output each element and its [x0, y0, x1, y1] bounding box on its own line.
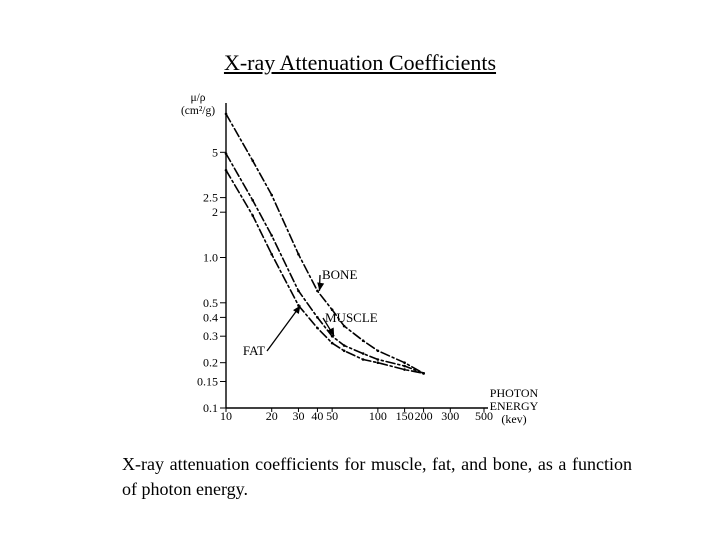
y-tick-label: 2 [212, 205, 218, 219]
x-tick-label: 150 [396, 409, 414, 423]
x-tick-label: 40 [311, 409, 323, 423]
x-tick-label: 10 [220, 409, 232, 423]
data-point-fat [270, 253, 274, 256]
data-point-muscle [316, 316, 319, 319]
data-point-bone [224, 112, 228, 116]
annotation-bone-arrowhead [317, 282, 325, 291]
x-axis-label-line1: PHOTON [489, 386, 539, 400]
data-point-muscle [330, 334, 334, 338]
x-tick-label: 20 [266, 409, 278, 423]
series-line-muscle [225, 152, 425, 375]
annotation-fat-arrowhead [293, 305, 301, 315]
y-tick-label: 0.4 [203, 310, 218, 324]
annotation-muscle-label: MUSCLE [325, 310, 378, 325]
y-axis-label-line2: (cm²/g) [180, 105, 216, 117]
x-tick-label: 30 [292, 409, 304, 423]
y-tick-label: 0.15 [197, 374, 218, 388]
data-point-bone [297, 253, 300, 256]
data-point-fat [422, 372, 425, 375]
data-point-muscle [270, 234, 274, 237]
data-point-fat [403, 368, 406, 371]
x-axis-label: PHOTON ENERGY (kev) [484, 387, 544, 426]
data-point-fat [224, 168, 228, 172]
series-line-bone [225, 113, 425, 375]
data-point-muscle [403, 364, 406, 368]
data-point-fat [330, 341, 334, 345]
annotation-muscle-arrowhead [327, 327, 335, 337]
x-tick-label: 100 [369, 409, 387, 423]
y-tick-label: 2.5 [203, 191, 218, 205]
data-point-fat [376, 361, 380, 364]
data-point-fat [361, 358, 365, 361]
data-point-bone [251, 159, 255, 162]
data-point-fat [297, 304, 300, 307]
chart-title-text: X-ray Attenuation Coefficients [223, 50, 497, 75]
data-point-bone [330, 308, 334, 311]
data-point-bone [403, 361, 406, 364]
chart-title: X-ray Attenuation Coefficients [0, 50, 720, 76]
data-point-muscle [224, 152, 228, 155]
data-point-bone [361, 339, 365, 343]
data-point-fat [251, 214, 255, 217]
data-point-muscle [297, 289, 300, 293]
data-point-muscle [361, 352, 365, 355]
data-point-fat [342, 349, 346, 353]
x-tick-label: 500 [475, 409, 493, 423]
x-tick-label: 50 [326, 409, 338, 423]
x-axis-label-line2: ENERGY [489, 399, 539, 413]
annotation-fat-arrow-line [266, 305, 301, 352]
y-tick-label: 0.3 [203, 329, 218, 343]
x-axis-label-line3: (kev) [501, 412, 527, 426]
annotation-bone-label: BONE [322, 267, 357, 282]
figure-caption: X-ray attenuation coefficients for muscl… [122, 454, 632, 499]
data-point-bone [316, 289, 319, 293]
x-tick-label: 200 [415, 409, 433, 423]
data-point-muscle [251, 198, 255, 202]
data-point-bone [270, 193, 274, 197]
y-tick-label: 1.0 [203, 251, 218, 265]
data-point-bone [342, 324, 346, 328]
data-point-fat [316, 326, 319, 330]
data-point-muscle [376, 358, 380, 361]
data-point-muscle [342, 344, 346, 347]
y-axis-label: μ/ρ (cm²/g) [178, 92, 218, 118]
y-tick-label: 0.1 [203, 401, 218, 415]
y-axis-label-line1: μ/ρ [190, 92, 206, 104]
y-tick-label: 0.5 [203, 296, 218, 310]
y-tick-label: 0.2 [203, 356, 218, 370]
data-point-bone [376, 349, 380, 353]
x-tick-label: 300 [441, 409, 459, 423]
annotation-fat-label: FAT [243, 343, 265, 358]
y-tick-label: 5 [212, 145, 218, 159]
